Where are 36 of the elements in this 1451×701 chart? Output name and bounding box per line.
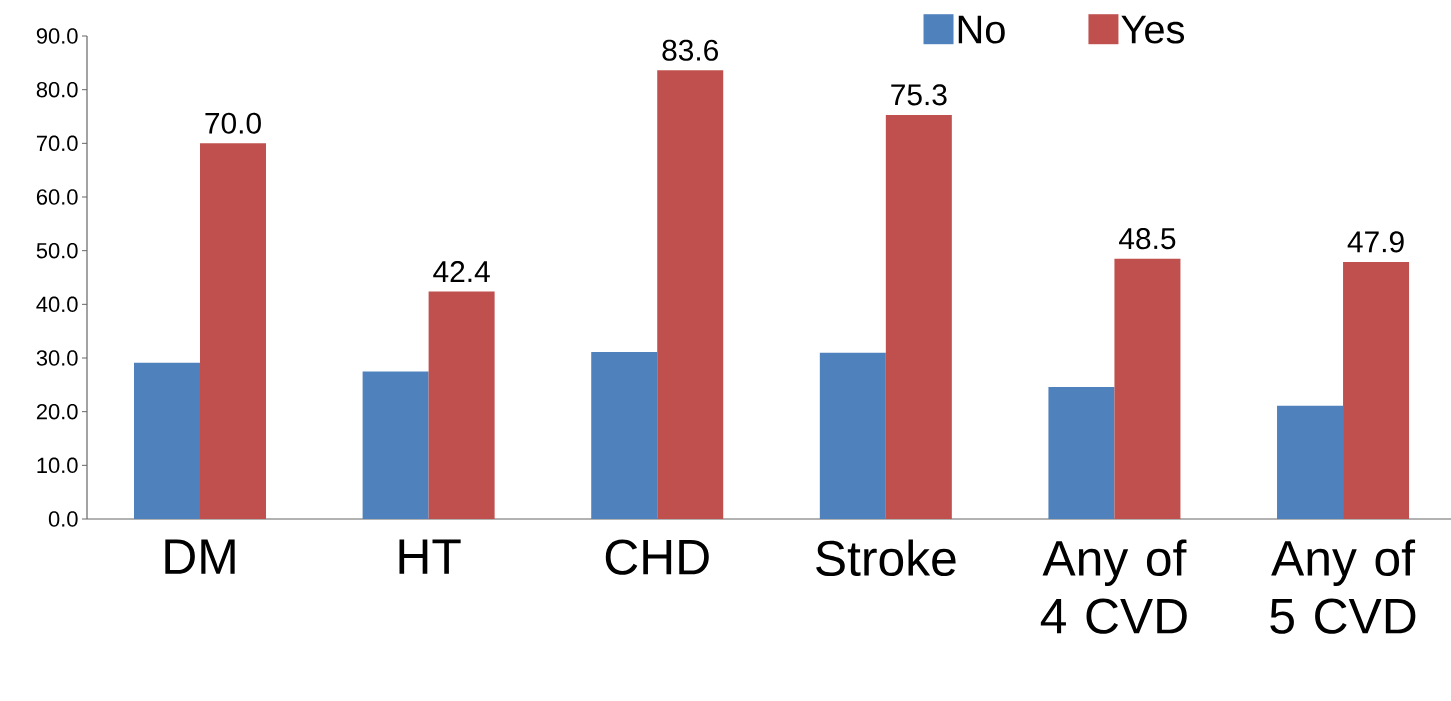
y-tick-label: 40.0 (36, 296, 78, 313)
data-label: 83.6 (662, 39, 718, 61)
x-tick-label: Any of 5 CVD (1270, 539, 1416, 634)
y-tick-label: 80.0 (36, 81, 78, 98)
bar (362, 371, 429, 519)
x-tick-label: DM (165, 539, 235, 574)
bar (1114, 258, 1181, 519)
bar (657, 70, 724, 519)
y-tick-label: 10.0 (37, 457, 78, 474)
bar (134, 362, 200, 519)
bar (1048, 386, 1115, 519)
x-tick-label: HT (399, 539, 461, 574)
legend-label: Yes (1121, 15, 1185, 44)
data-label: 47.9 (1347, 231, 1404, 253)
y-tick-label: 0.0 (48, 511, 78, 527)
bar (200, 143, 266, 519)
x-tick-label: Stroke (816, 539, 956, 577)
legend-label: No (958, 15, 1005, 44)
data-label: 70.0 (205, 112, 261, 134)
y-tick-label: 70.0 (36, 135, 78, 152)
data-label: 75.3 (891, 84, 947, 106)
y-tick-label: 90.0 (36, 28, 78, 44)
y-tick-label: 30.0 (36, 350, 78, 366)
y-tick-label: 50.0 (36, 242, 78, 259)
bar (885, 114, 952, 519)
bar (591, 352, 658, 519)
data-label: 42.4 (433, 261, 490, 282)
bar (428, 291, 495, 519)
y-tick-label: 20.0 (36, 403, 78, 420)
bar (1343, 261, 1410, 519)
x-tick-label: Any of 4 CVD (1040, 539, 1187, 634)
bar (819, 352, 886, 519)
bar (1277, 405, 1344, 519)
y-tick-label: 60.0 (36, 189, 78, 205)
x-tick-label: CHD (605, 539, 709, 575)
data-label: 48.5 (1119, 228, 1176, 250)
